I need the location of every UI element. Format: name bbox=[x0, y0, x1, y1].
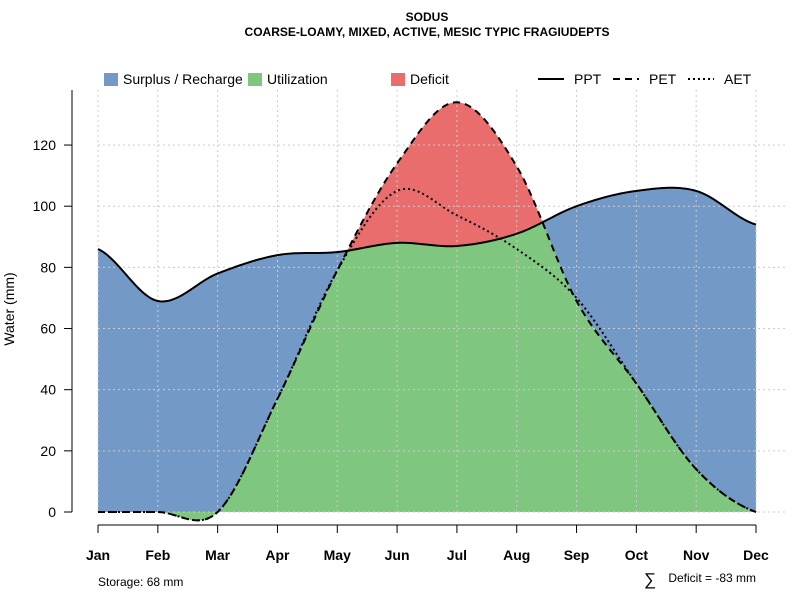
x-tick-label: Jul bbox=[447, 547, 467, 563]
legend-label: Surplus / Recharge bbox=[123, 71, 243, 87]
storage-annotation: Storage: 68 mm bbox=[98, 575, 183, 589]
legend-label: Utilization bbox=[267, 71, 328, 87]
legend-label: PET bbox=[649, 71, 677, 87]
x-tick-label: Nov bbox=[683, 547, 710, 563]
deficit-annotation: Deficit = -83 mm bbox=[668, 571, 756, 585]
x-tick-label: Sep bbox=[564, 547, 590, 563]
y-tick-label: 80 bbox=[40, 259, 56, 275]
legend-swatch bbox=[248, 73, 262, 86]
x-tick-label: Jun bbox=[385, 547, 410, 563]
x-tick-label: Apr bbox=[265, 547, 290, 563]
legend-label: PPT bbox=[574, 71, 602, 87]
legend: Surplus / Recharge Utilization Deficit PPT P… bbox=[104, 71, 752, 87]
y-tick-label: 100 bbox=[33, 198, 57, 214]
aet-line bbox=[98, 187, 757, 522]
y-axis-ticks: 0 20 40 60 80 100 120 bbox=[33, 137, 72, 520]
legend-label: AET bbox=[724, 71, 752, 87]
chart-title: SODUS bbox=[406, 10, 449, 24]
x-tick-label: Feb bbox=[145, 547, 170, 563]
y-axis-label: Water (mm) bbox=[1, 272, 17, 345]
utilization-area bbox=[98, 222, 756, 521]
y-tick-label: 0 bbox=[48, 504, 56, 520]
legend-label: Deficit bbox=[410, 71, 449, 87]
chart-subtitle: COARSE-LOAMY, MIXED, ACTIVE, MESIC TYPIC… bbox=[245, 25, 610, 39]
area-layer bbox=[98, 102, 756, 521]
x-tick-label: Mar bbox=[205, 547, 230, 563]
deficit-sum-symbol: ∑ bbox=[644, 570, 656, 589]
surplus-area bbox=[98, 102, 756, 521]
x-tick-label: Oct bbox=[625, 547, 649, 563]
line-layer bbox=[97, 101, 757, 522]
ppt-line bbox=[97, 186, 757, 303]
x-tick-label: Dec bbox=[743, 547, 769, 563]
y-tick-label: 40 bbox=[40, 382, 56, 398]
x-axis-ticks: Jan Feb Mar Apr May Jun Jul Aug Sep Oct Nov Dec bbox=[86, 525, 769, 563]
x-tick-label: Jan bbox=[86, 547, 110, 563]
y-tick-label: 60 bbox=[40, 321, 56, 337]
deficit-area bbox=[98, 102, 756, 521]
legend-swatch bbox=[391, 73, 405, 86]
x-tick-label: Aug bbox=[503, 547, 530, 563]
x-tick-label: May bbox=[324, 547, 351, 563]
y-tick-label: 120 bbox=[33, 137, 57, 153]
y-tick-label: 20 bbox=[40, 443, 56, 459]
legend-swatch bbox=[104, 73, 118, 86]
